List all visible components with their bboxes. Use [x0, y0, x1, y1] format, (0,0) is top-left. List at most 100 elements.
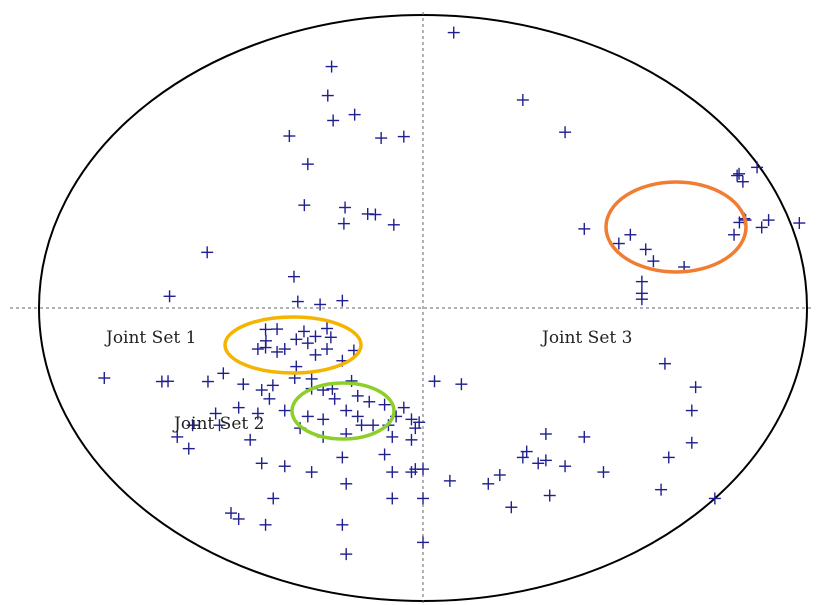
pole-point	[405, 466, 418, 479]
pole-point	[232, 512, 245, 525]
pole-point	[305, 466, 318, 479]
pole-point	[324, 331, 337, 344]
pole-point	[417, 492, 429, 505]
pole-point	[482, 477, 495, 490]
pole-point	[283, 130, 296, 143]
pole-point	[225, 507, 237, 520]
pole-point	[612, 237, 625, 250]
pole-point	[271, 345, 284, 358]
pole-point	[417, 463, 429, 476]
pole-point	[255, 457, 268, 470]
pole-point	[301, 410, 314, 423]
pole-point	[793, 217, 806, 230]
pole-point	[309, 330, 322, 343]
pole-point	[328, 392, 341, 405]
pole-point	[597, 466, 610, 479]
pole-point	[708, 492, 721, 505]
pole-point	[655, 483, 668, 496]
pole-point	[287, 270, 300, 283]
pole-point	[736, 175, 749, 188]
pole-point	[348, 108, 361, 121]
pole-point	[578, 430, 591, 443]
pole-point	[98, 372, 111, 385]
joint-set-3-label: Joint Set 3	[540, 328, 632, 348]
pole-point	[259, 341, 272, 354]
pole-point	[317, 413, 330, 426]
pole-point	[639, 243, 652, 256]
pole-point	[327, 114, 340, 127]
pole-point	[733, 167, 746, 180]
pole-point	[290, 333, 303, 346]
pole-point	[762, 214, 775, 227]
pole-point	[297, 325, 310, 338]
pole-point	[516, 451, 529, 464]
pole-point	[213, 419, 226, 432]
pole-point	[559, 460, 572, 473]
pole-point	[635, 293, 648, 306]
pole-point	[455, 378, 468, 391]
pole-point	[301, 158, 314, 171]
pole-point	[314, 298, 327, 311]
pole-point	[259, 323, 272, 336]
pole-point	[409, 422, 422, 435]
pole-point	[447, 26, 460, 39]
pole-point	[291, 295, 304, 308]
pole-point	[367, 419, 380, 432]
pole-point	[378, 398, 391, 411]
pole-point	[263, 392, 276, 405]
pole-point	[351, 410, 364, 423]
joint-set-2-ellipse	[290, 381, 396, 441]
pole-points	[98, 26, 806, 561]
pole-point	[321, 89, 334, 102]
pole-point	[155, 375, 168, 388]
pole-point	[363, 395, 376, 408]
pole-point	[209, 407, 222, 420]
pole-point	[267, 492, 280, 505]
pole-point	[624, 228, 637, 241]
pole-point	[505, 501, 518, 514]
pole-point	[405, 433, 418, 446]
pole-point	[217, 367, 230, 380]
pole-point	[336, 451, 349, 464]
pole-point	[182, 442, 195, 455]
pole-point	[658, 357, 671, 370]
pole-point	[539, 427, 552, 440]
pole-point	[689, 381, 702, 394]
pole-point	[355, 419, 368, 432]
pole-point	[232, 401, 245, 414]
pole-point	[543, 489, 556, 502]
pole-point	[340, 548, 353, 561]
pole-point	[755, 221, 768, 234]
pole-point	[647, 255, 660, 268]
pole-point	[337, 217, 350, 230]
pole-point	[493, 469, 506, 482]
pole-point	[340, 477, 353, 490]
pole-point	[339, 201, 352, 214]
pole-point	[378, 448, 391, 461]
pole-point	[325, 60, 338, 73]
pole-point	[728, 228, 741, 241]
pole-point	[405, 413, 418, 426]
pole-point	[309, 348, 322, 361]
pole-point	[662, 451, 675, 464]
pole-point	[259, 518, 272, 531]
joint-set-2-label: Joint Set 2	[172, 414, 264, 434]
pole-point	[278, 343, 291, 356]
pole-point	[578, 222, 591, 235]
pole-point	[186, 419, 199, 432]
pole-point	[685, 404, 698, 417]
pole-point	[336, 294, 349, 307]
pole-point	[301, 337, 314, 350]
pole-point	[386, 466, 399, 479]
pole-point	[532, 457, 545, 470]
pole-point	[163, 290, 176, 303]
pole-point	[397, 401, 410, 414]
pole-point	[278, 460, 291, 473]
pole-point	[375, 132, 388, 145]
pole-point	[369, 208, 382, 221]
pole-point	[271, 323, 284, 336]
pole-point	[321, 343, 333, 356]
pole-point	[298, 199, 311, 212]
